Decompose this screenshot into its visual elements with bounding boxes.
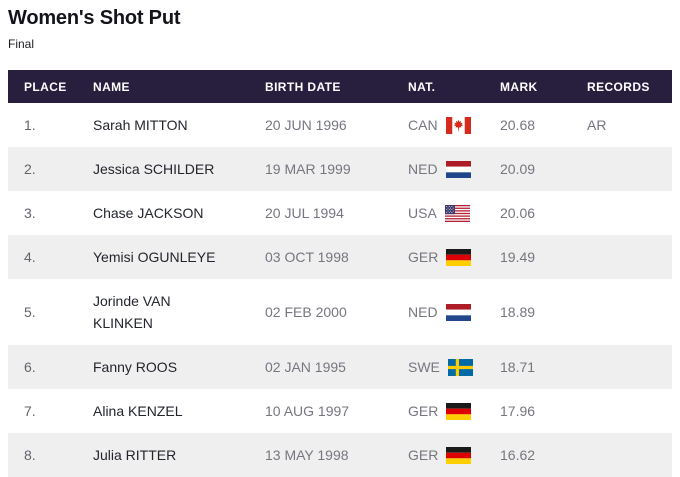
birth-date-cell: 20 JUN 1996 [265,117,347,133]
birth-date-cell: 13 MAY 1998 [265,447,349,463]
nat-code: CAN [408,117,438,133]
place-cell: 4. [24,249,36,265]
athlete-name: Sarah MITTON [93,117,188,133]
mark-cell: 20.06 [500,205,536,221]
flag-ned-icon [445,303,471,321]
birth-date-cell: 19 MAR 1999 [265,161,351,177]
records-cell: AR [587,117,607,133]
records-cell [571,433,672,477]
nat-cell: GER [392,235,484,279]
flag-can-icon [445,116,471,134]
column-header-birth-date: BIRTH DATE [249,70,392,103]
records-cell [571,279,672,345]
records-cell [571,191,672,235]
flag-ger-icon [446,402,472,420]
mark-cell: 16.62 [500,447,536,463]
table-row: 2. Jessica SCHILDER 19 MAR 1999 NED 20.0… [8,147,672,191]
nat-cell: GER [392,389,484,433]
nat-code: USA [408,205,437,221]
column-header-name: NAME [77,70,249,103]
flag-ger-icon [446,446,472,464]
flag-swe-icon [447,358,473,376]
athlete-name: Chase JACKSON [93,205,204,221]
birth-date-cell: 20 JUL 1994 [265,205,344,221]
place-cell: 8. [24,447,36,463]
records-cell [571,235,672,279]
results-table: PLACE NAME BIRTH DATE NAT. MARK RECORDS … [8,70,672,477]
birth-date-cell: 02 FEB 2000 [265,304,347,320]
nat-code: SWE [408,359,440,375]
table-row: 6. Fanny ROOS 02 JAN 1995 SWE 18.71 [8,345,672,389]
place-cell: 2. [24,161,36,177]
nat-cell: SWE [392,345,484,389]
table-row: 5. Jorinde VAN KLINKEN 02 FEB 2000 NED 1… [8,279,672,345]
nat-code: NED [408,304,438,320]
table-header: PLACE NAME BIRTH DATE NAT. MARK RECORDS [8,70,672,103]
athlete-name: Fanny ROOS [93,359,178,375]
place-cell: 7. [24,403,36,419]
athlete-name: Alina KENZEL [93,403,183,419]
table-row: 7. Alina KENZEL 10 AUG 1997 GER 17.96 [8,389,672,433]
table-row: 4. Yemisi OGUNLEYE 03 OCT 1998 GER 19.49 [8,235,672,279]
mark-cell: 20.09 [500,161,536,177]
place-cell: 1. [24,117,36,133]
table-body: 1. Sarah MITTON 20 JUN 1996 CAN 20.68 AR… [8,103,672,477]
flag-ger-icon [446,248,472,266]
place-cell: 6. [24,359,36,375]
nat-code: GER [408,403,439,419]
table-row: 1. Sarah MITTON 20 JUN 1996 CAN 20.68 AR [8,103,672,147]
flag-usa-icon [444,204,470,222]
birth-date-cell: 10 AUG 1997 [265,403,350,419]
page-title: Women's Shot Put [8,7,181,29]
mark-cell: 19.49 [500,249,536,265]
nat-code: GER [408,249,439,265]
records-cell [571,147,672,191]
place-cell: 3. [24,205,36,221]
athlete-name: Yemisi OGUNLEYE [93,249,216,265]
nat-cell: NED [392,279,484,345]
column-header-records: RECORDS [571,70,672,103]
athlete-name: Jorinde VAN KLINKEN [93,293,171,331]
birth-date-cell: 02 JAN 1995 [265,359,346,375]
birth-date-cell: 03 OCT 1998 [265,249,349,265]
column-header-mark: MARK [484,70,571,103]
round-label: Final [8,37,35,51]
athlete-name: Jessica SCHILDER [93,161,215,177]
records-cell [571,389,672,433]
nat-cell: NED [392,147,484,191]
nat-code: GER [408,447,439,463]
nat-cell: GER [392,433,484,477]
table-row: 3. Chase JACKSON 20 JUL 1994 USA 20.06 [8,191,672,235]
nat-cell: USA [392,191,484,235]
nat-cell: CAN [392,103,484,147]
nat-code: NED [408,161,438,177]
column-header-place: PLACE [8,70,77,103]
place-cell: 5. [24,304,36,320]
athlete-name: Julia RITTER [93,447,177,463]
records-cell [571,345,672,389]
column-header-nat: NAT. [392,70,484,103]
flag-ned-icon [445,160,471,178]
table-row: 8. Julia RITTER 13 MAY 1998 GER 16.62 [8,433,672,477]
mark-cell: 17.96 [500,403,536,419]
mark-cell: 18.71 [500,359,536,375]
mark-cell: 20.68 [500,117,536,133]
mark-cell: 18.89 [500,304,536,320]
